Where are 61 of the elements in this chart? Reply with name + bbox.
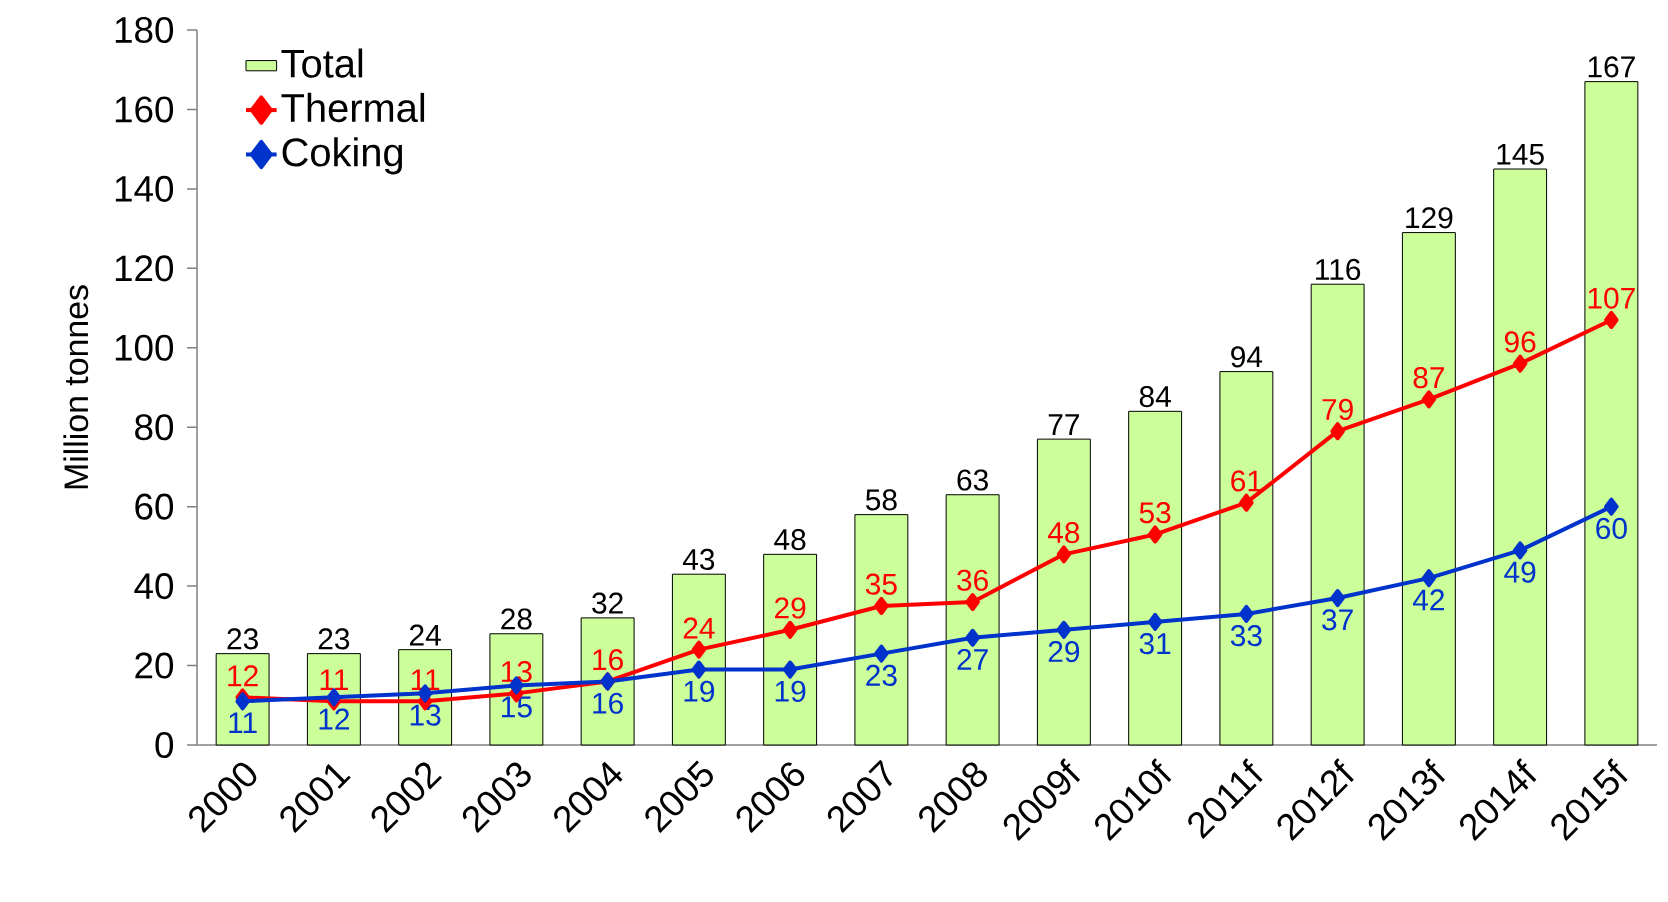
data-label: 79 <box>1322 398 1353 420</box>
data-label: 12 <box>228 665 258 687</box>
data-label: 36 <box>957 569 988 591</box>
data-label: 23 <box>866 664 897 686</box>
y-axis-title: Million tonnes <box>63 285 89 489</box>
data-label: 37 <box>1322 609 1353 631</box>
data-label: 116 <box>1316 258 1361 281</box>
data-label: 31 <box>1139 633 1171 655</box>
data-label: 16 <box>593 692 623 714</box>
data-label: 58 <box>865 489 897 511</box>
data-label: 11 <box>229 712 257 734</box>
data-label: 129 <box>1406 207 1453 229</box>
data-label: 28 <box>501 608 532 630</box>
data-label: 27 <box>957 648 988 670</box>
data-label: 60 <box>1596 517 1627 540</box>
data-label: 19 <box>775 680 806 702</box>
data-label: 61 <box>1231 470 1262 492</box>
data-label: 48 <box>1047 521 1080 544</box>
y-tick-label: 40 <box>134 573 174 600</box>
data-label: 96 <box>1504 331 1536 353</box>
data-label: 29 <box>775 597 806 619</box>
data-label: 24 <box>683 617 715 639</box>
data-label: 87 <box>1413 367 1444 389</box>
y-tick-label: 20 <box>135 652 174 679</box>
legend-label: Thermal <box>281 92 425 123</box>
data-label: 23 <box>227 628 258 650</box>
y-tick-label: 0 <box>155 731 174 759</box>
data-label: 11 <box>320 669 348 691</box>
y-tick-label: 100 <box>115 334 174 361</box>
data-label: 63 <box>957 469 988 491</box>
data-label: 35 <box>865 573 897 595</box>
y-tick-label: 80 <box>135 414 174 441</box>
data-label: 167 <box>1588 56 1635 78</box>
y-tick-label: 160 <box>115 96 174 123</box>
data-label: 24 <box>410 624 441 646</box>
data-label: 48 <box>774 528 806 551</box>
data-label: 13 <box>502 660 532 683</box>
data-label: 107 <box>1588 287 1635 309</box>
data-label: 15 <box>502 696 532 718</box>
data-label: 32 <box>592 592 623 614</box>
data-label: 23 <box>318 628 350 650</box>
y-tick-label: 120 <box>115 255 174 282</box>
data-label: 12 <box>319 708 349 730</box>
data-label: 43 <box>682 548 715 570</box>
data-label: 84 <box>1139 385 1171 408</box>
data-label: 145 <box>1497 143 1544 165</box>
data-label: 42 <box>1412 589 1444 611</box>
data-label: 77 <box>1048 414 1079 435</box>
data-label: 16 <box>593 649 623 671</box>
data-label: 33 <box>1230 625 1262 647</box>
data-label: 13 <box>410 704 441 726</box>
y-tick-label: 60 <box>135 493 174 520</box>
data-label: 94 <box>1231 346 1263 368</box>
data-label: 29 <box>1048 641 1080 663</box>
y-tick-label: 180 <box>115 16 174 44</box>
data-label: 19 <box>684 680 715 702</box>
y-tick-label: 140 <box>115 175 174 202</box>
data-label: 53 <box>1139 502 1171 524</box>
data-label: 49 <box>1504 561 1536 583</box>
legend-label: Total <box>281 48 363 78</box>
legend-label: Coking <box>282 137 403 175</box>
